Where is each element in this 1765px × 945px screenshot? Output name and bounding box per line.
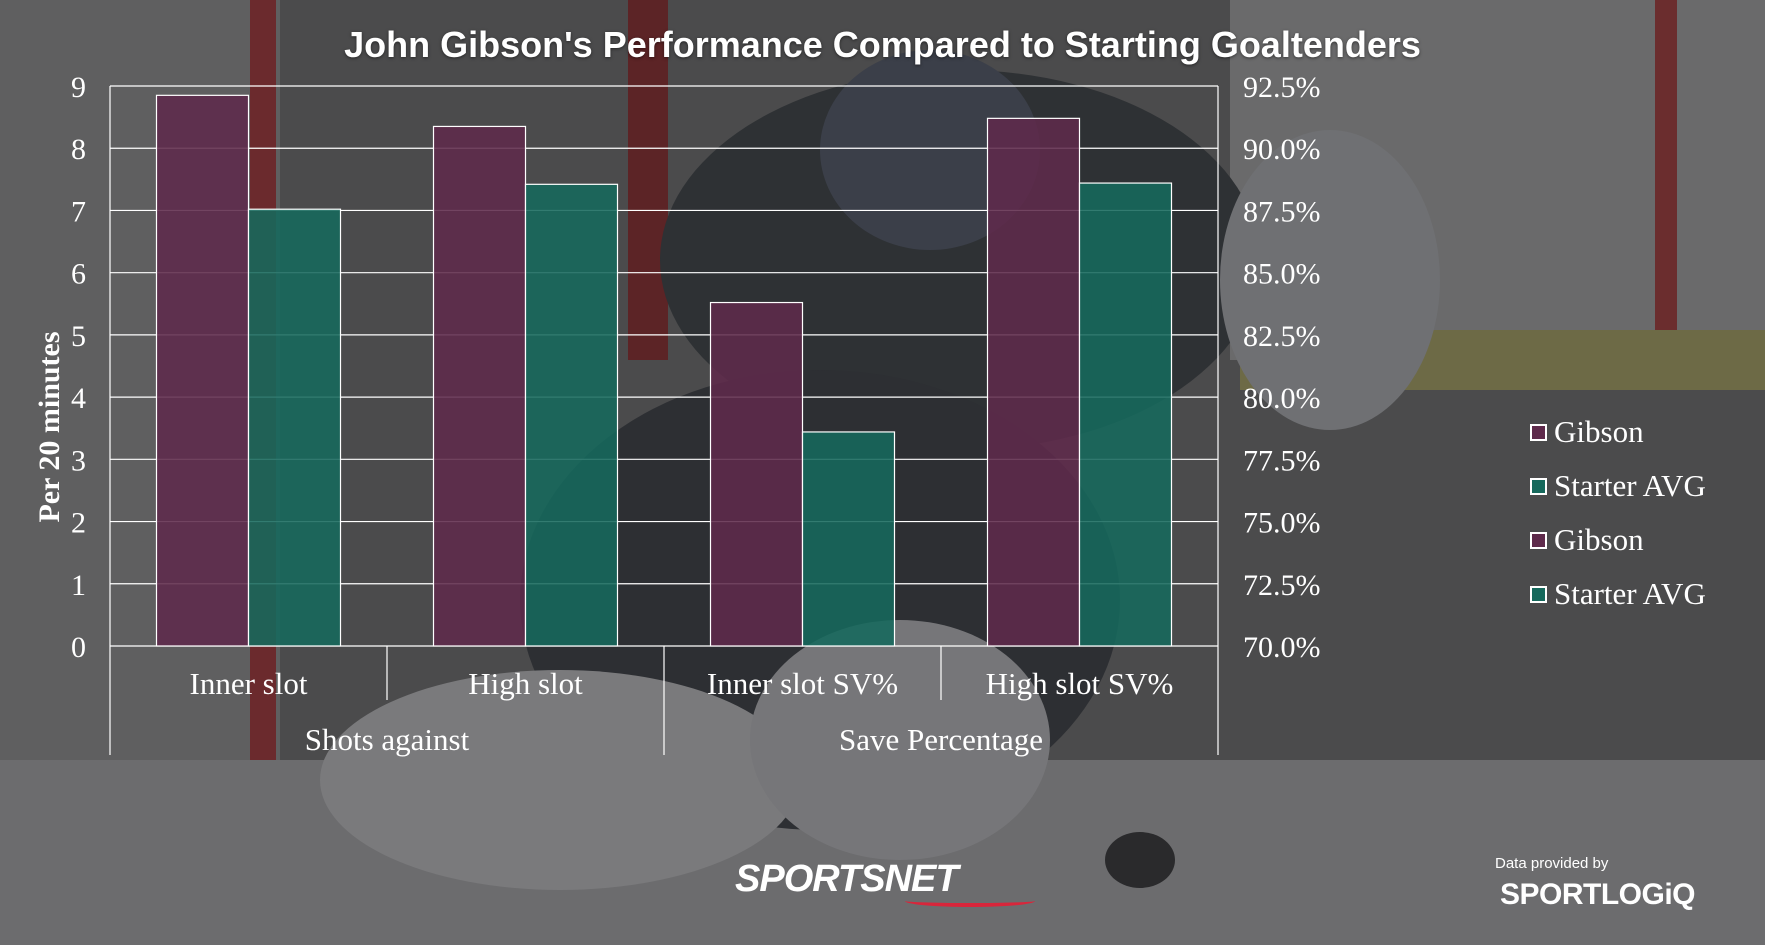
y2-tick-label: 92.5% xyxy=(1243,71,1321,104)
y-tick-label: 0 xyxy=(71,631,86,664)
legend-item-starter-avg: Starter AVG xyxy=(1530,459,1706,513)
legend-swatch-starter-avg-2 xyxy=(1530,585,1547,603)
bar-gibson xyxy=(709,301,804,647)
y-tick-label: 7 xyxy=(71,195,86,228)
y2-tick-label: 70.0% xyxy=(1243,631,1321,664)
x-group-label: Shots against xyxy=(305,722,470,757)
legend-item-gibson: Gibson xyxy=(1530,405,1706,459)
legend-label-starter-avg: Starter AVG xyxy=(1554,468,1706,503)
data-credit-caption: Data provided by xyxy=(1495,855,1609,872)
y-tick-label: 8 xyxy=(71,133,86,166)
sportsnet-swoosh-icon xyxy=(905,895,1035,907)
y2-tick-label: 75.0% xyxy=(1243,507,1321,540)
bars xyxy=(155,94,1173,647)
y2-tick-label: 82.5% xyxy=(1243,320,1321,353)
y-tick-label: 9 xyxy=(71,71,86,104)
legend-swatch-gibson xyxy=(1530,423,1547,441)
y-tick-label: 2 xyxy=(71,507,86,540)
legend-label-gibson: Gibson xyxy=(1554,414,1644,449)
x-category-label: High slot SV% xyxy=(986,666,1174,701)
y-tick-label: 3 xyxy=(71,444,86,477)
legend-label-starter-avg-2: Starter AVG xyxy=(1554,576,1706,611)
x-category-label: Inner slot SV% xyxy=(707,666,898,701)
y2-tick-label: 72.5% xyxy=(1243,569,1321,602)
y-tick-label: 5 xyxy=(71,320,86,353)
legend-swatch-gibson-2 xyxy=(1530,531,1547,549)
sportsnet-logo: SPORTSNET xyxy=(735,858,959,900)
x-group-label: Save Percentage xyxy=(839,722,1043,757)
y-tick-label: 6 xyxy=(71,258,86,291)
bar-starter-avg xyxy=(801,431,896,647)
legend-item-starter-avg-2: Starter AVG xyxy=(1530,567,1706,621)
bar-starter-avg xyxy=(247,208,342,647)
bar-gibson xyxy=(432,125,527,647)
bar-gibson xyxy=(986,117,1081,647)
axes xyxy=(109,86,1219,755)
y2-tick-label: 85.0% xyxy=(1243,258,1321,291)
legend-item-gibson-2: Gibson xyxy=(1530,513,1706,567)
chart-title: John Gibson's Performance Compared to St… xyxy=(344,24,1421,65)
legend-label-gibson-2: Gibson xyxy=(1554,522,1644,557)
legend-swatch-starter-avg xyxy=(1530,477,1547,495)
legend: Gibson Starter AVG Gibson Starter AVG xyxy=(1530,405,1706,621)
bar-gibson xyxy=(155,94,250,647)
x-category-label: High slot xyxy=(468,666,583,701)
x-category-label: Inner slot xyxy=(190,666,308,701)
y2-tick-label: 87.5% xyxy=(1243,195,1321,228)
y2-tick-label: 90.0% xyxy=(1243,133,1321,166)
y2-tick-label: 77.5% xyxy=(1243,444,1321,477)
sportlogiq-logo: SPORTLOGiQ xyxy=(1500,878,1696,911)
y-axis-label: Per 20 minutes xyxy=(33,331,66,523)
bar-starter-avg xyxy=(524,183,619,647)
bar-starter-avg xyxy=(1078,182,1173,647)
y-tick-label: 1 xyxy=(71,569,86,602)
tick-labels: 0 70.0% 1 72.5% 2 75.0% 3 77.5% 4 80.0% 5 82.5% 6 85.… xyxy=(71,71,1321,757)
y-tick-label: 4 xyxy=(71,382,86,415)
y2-tick-label: 80.0% xyxy=(1243,382,1321,415)
